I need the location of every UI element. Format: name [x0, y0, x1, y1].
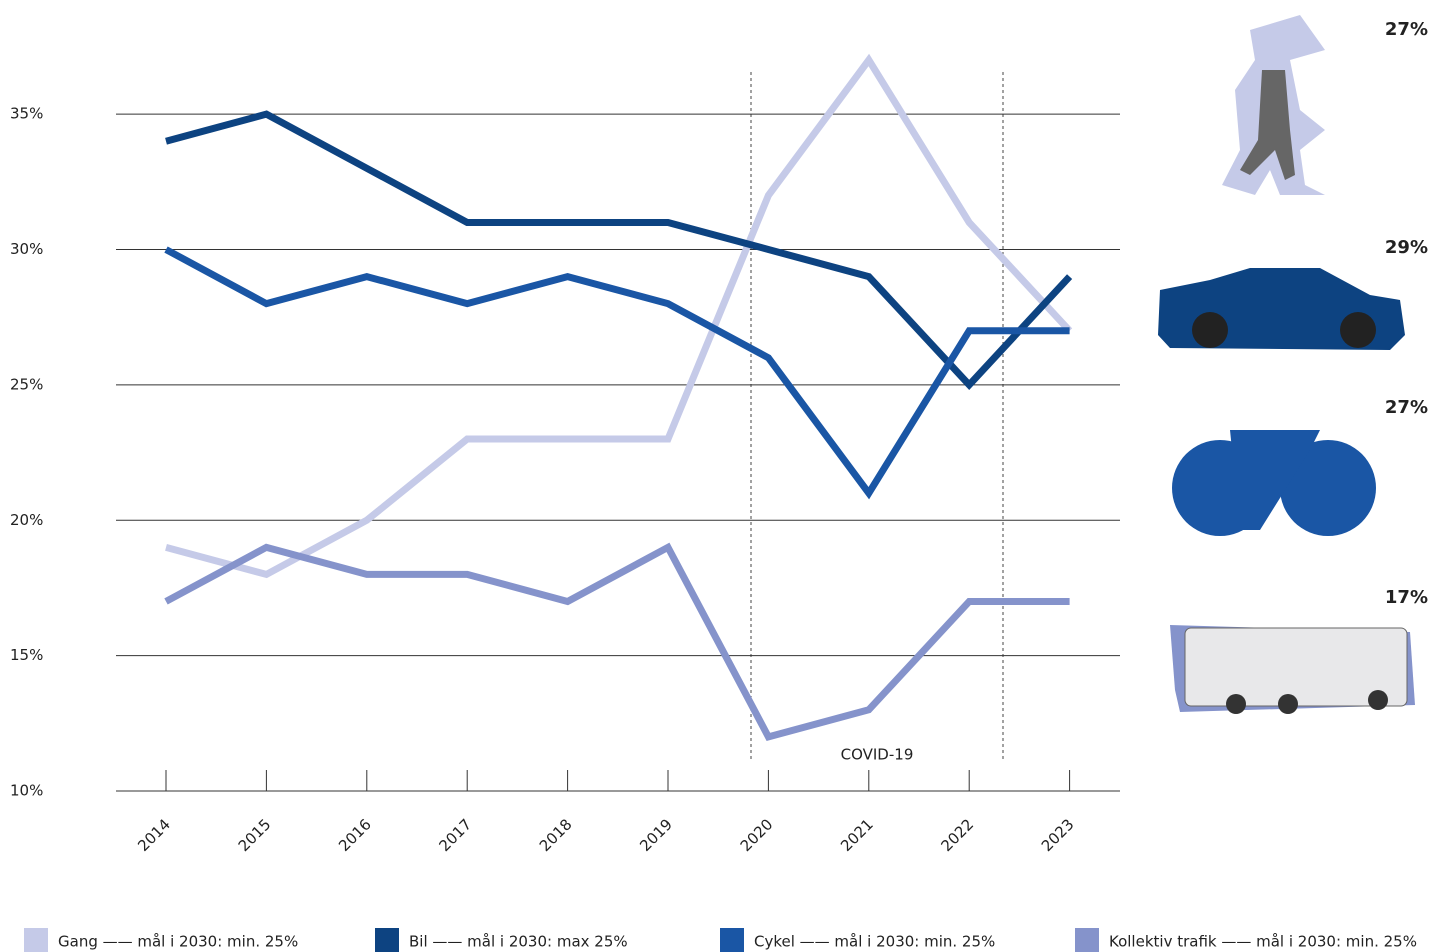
series-latest-label: 27% [1385, 397, 1428, 418]
bike-icon [1172, 430, 1376, 536]
series-latest-label: 17% [1385, 587, 1428, 608]
y-tick-label: 20% [10, 511, 43, 529]
x-tick-label: 2017 [435, 815, 475, 855]
y-tick-label: 25% [10, 375, 43, 393]
series-line [164, 246, 1070, 500]
series-line [164, 542, 1070, 741]
x-tick-label: 2018 [536, 815, 576, 855]
x-tick-label: 2022 [937, 815, 977, 855]
legend-swatch [375, 928, 399, 952]
y-tick-label: 15% [10, 646, 43, 664]
x-tick-label: 2015 [235, 815, 275, 855]
walker-icon [1222, 15, 1325, 195]
series-line [165, 53, 1073, 579]
legend-swatch [1075, 928, 1099, 952]
y-tick-label: 10% [10, 782, 43, 800]
x-tick-label: 2021 [837, 815, 877, 855]
y-tick-label: 30% [10, 240, 43, 258]
covid-label: COVID-19 [841, 746, 914, 764]
series-line [165, 110, 1073, 391]
series-latest-label: 27% [1385, 19, 1428, 40]
legend-swatch [720, 928, 744, 952]
bus-icon [1170, 625, 1415, 714]
legend-label: Kollektiv trafik —— mål i 2030: min. 25% [1109, 933, 1417, 951]
y-tick-label: 35% [10, 105, 43, 123]
x-tick-label: 2014 [134, 815, 174, 855]
x-tick-label: 2023 [1038, 815, 1078, 855]
x-tick-label: 2019 [636, 815, 676, 855]
legend-label: Bil —— mål i 2030: max 25% [409, 933, 628, 951]
series-latest-label: 29% [1385, 237, 1428, 258]
legend-label: Gang —— mål i 2030: min. 25% [58, 933, 298, 951]
legend-swatch [24, 928, 48, 952]
legend-label: Cykel —— mål i 2030: min. 25% [754, 933, 995, 951]
x-tick-label: 2020 [737, 815, 777, 855]
x-tick-label: 2016 [335, 815, 375, 855]
car-icon [1158, 268, 1405, 350]
